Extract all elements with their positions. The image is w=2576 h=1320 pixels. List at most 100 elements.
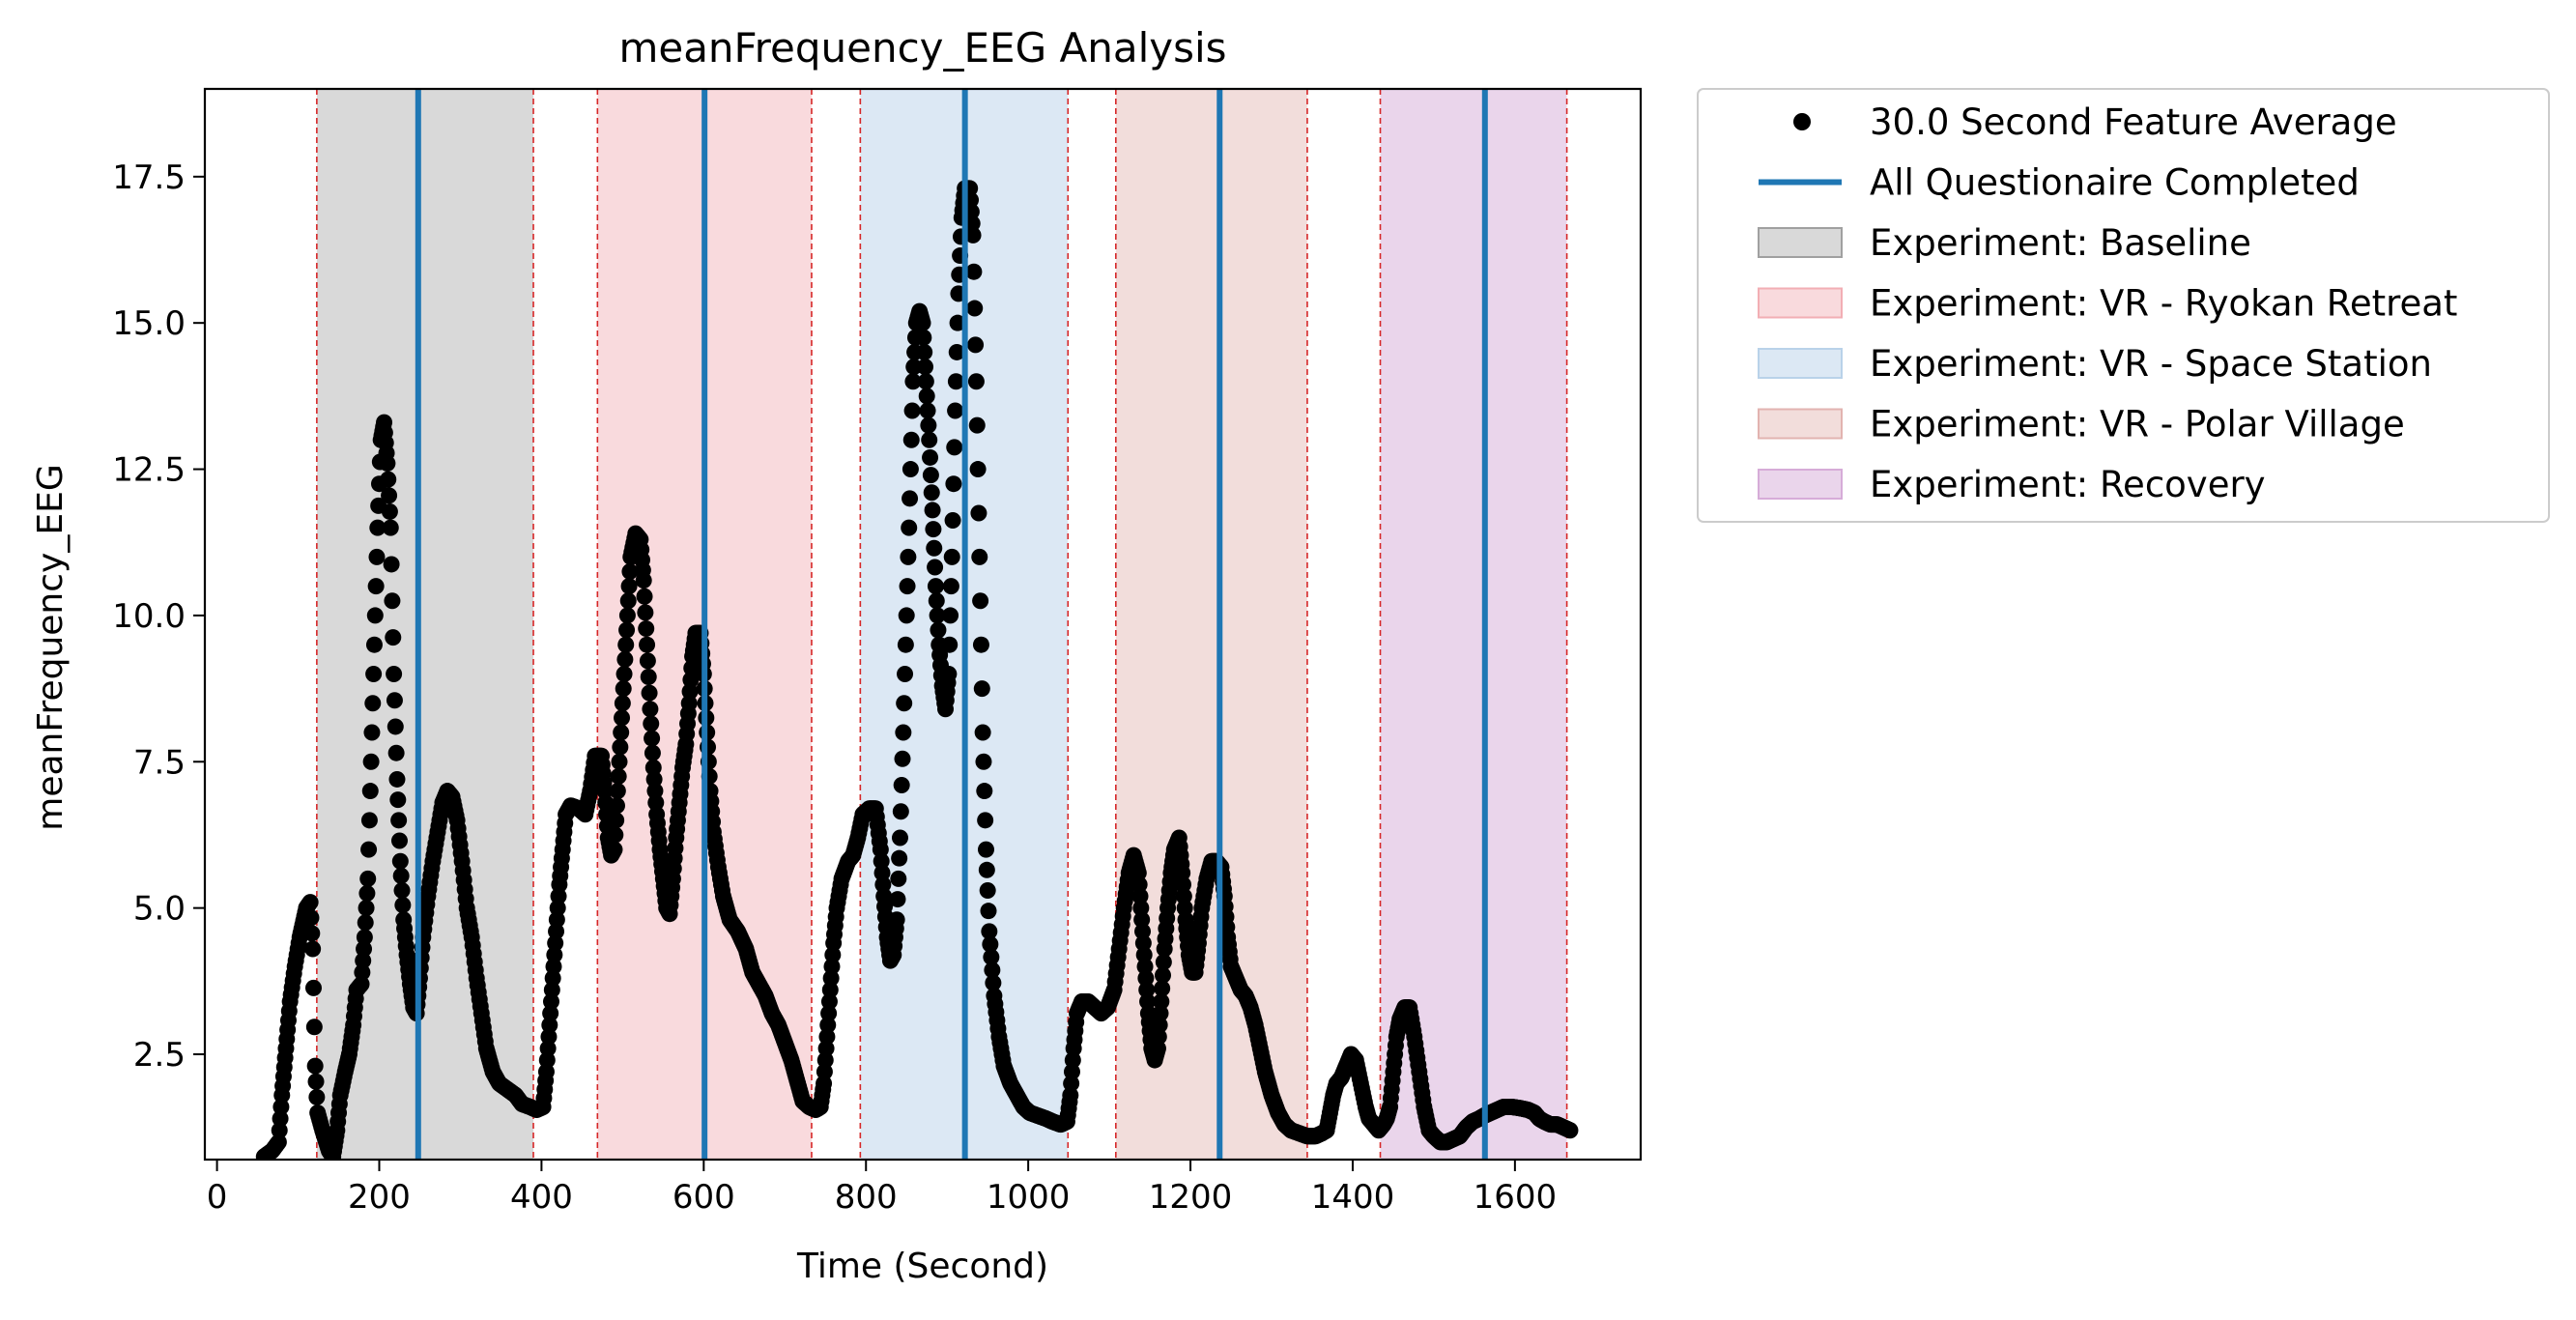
x-tick-label-1: 200 [348,1178,411,1217]
data-point-644 [823,958,841,975]
data-point-832 [984,961,1001,979]
data-point-153 [386,718,404,735]
data-point-812 [967,336,985,354]
data-point-397 [607,826,624,844]
data-point-756 [921,431,938,448]
data-point-819 [972,636,989,653]
y-tick-label-4: 12.5 [112,451,186,490]
data-point-645 [824,946,842,963]
data-point-124 [363,724,381,741]
y-tick-label-2: 7.5 [133,743,186,782]
legend-entry-7: Experiment: Recovery [1758,464,2266,505]
data-point-717 [889,891,906,908]
legend-swatch-7 [1758,469,1843,500]
data-point-815 [969,461,987,478]
x-tick-label-8: 1600 [1474,1178,1558,1217]
data-point-781 [941,636,959,653]
data-point-1001 [1139,993,1157,1011]
data-point-435 [639,652,656,670]
data-point-820 [973,680,990,698]
data-point-734 [902,431,920,448]
data-point-817 [971,548,988,565]
data-point-1015 [1150,1028,1167,1046]
data-point-143 [379,454,396,472]
data-point-402 [611,753,628,770]
data-point-486 [680,695,698,712]
data-point-751 [917,359,934,376]
data-point-735 [903,402,921,419]
data-point-636 [816,1051,834,1069]
data-point-1043 [1174,864,1191,881]
data-point-723 [894,750,911,767]
data-point-148 [383,556,400,573]
data-point-414 [620,578,638,595]
data-point-437 [641,684,658,702]
legend-label-2: All Questionaire Completed [1870,162,2360,204]
data-point-162 [394,897,412,914]
data-point-53 [302,909,320,927]
data-point-157 [390,812,408,829]
x-tick-label-2: 400 [510,1178,573,1217]
data-point-784 [943,548,960,565]
data-point-808 [963,215,981,232]
data-point-332 [549,900,566,917]
data-point-728 [898,607,915,624]
data-point-1019 [1154,980,1171,997]
data-point-640 [820,1005,838,1022]
data-point-398 [608,812,625,829]
data-point-696 [872,841,889,858]
data-point-637 [817,1040,835,1057]
data-point-726 [897,665,914,682]
x-tick-label-3: 600 [673,1178,735,1217]
data-point-112 [354,963,371,981]
data-point-639 [819,1017,837,1034]
data-point-789 [947,373,964,390]
data-point-833 [985,974,1002,991]
data-point-822 [975,753,992,770]
legend-swatch-6 [1758,408,1843,440]
data-point-754 [919,402,936,419]
data-point-55 [304,940,322,958]
data-point-762 [926,539,943,557]
data-point-785 [944,512,961,530]
data-point-780 [940,665,958,682]
data-point-716 [888,911,905,929]
data-point-120 [360,841,378,858]
x-axis-label: Time (Second) [796,1247,1048,1286]
legend-label-7: Experiment: Recovery [1870,464,2266,505]
data-point-752 [917,373,934,390]
x-tick-label-4: 800 [835,1178,898,1217]
data-point-116 [357,914,374,932]
data-point-320 [539,1040,557,1057]
y-tick-label-3: 10.0 [112,597,186,636]
data-point-788 [947,402,964,419]
data-point-129 [367,578,385,595]
data-point-161 [393,881,411,899]
data-point-757 [922,448,939,466]
data-point-634 [816,1075,833,1092]
vline-layer [415,89,1488,1160]
chart-title: meanFrequency_EEG Analysis [618,24,1226,72]
data-point-117 [358,900,375,917]
data-point-431 [636,588,653,605]
data-point-995 [1134,923,1152,940]
axes-layer: 0 200 400 600 800 1000 1200 1400 1600 2.5 5.0 7.5 10… [112,87,1643,1217]
legend-swatch-4 [1758,287,1843,319]
data-point-442 [644,759,662,776]
data-point-729 [899,578,916,595]
data-point-330 [548,923,565,940]
data-point-407 [615,680,632,698]
data-point-1017 [1152,1005,1169,1022]
data-point-122 [361,783,379,800]
data-point-992 [1131,888,1149,905]
data-point-1046 [1176,900,1193,917]
data-point-410 [617,636,635,653]
data-point-759 [923,484,940,502]
data-point-823 [976,783,993,800]
data-point-403 [612,738,629,756]
legend-box [1697,88,2550,523]
data-point-721 [892,803,909,820]
data-point-831 [983,949,1000,966]
data-point-318 [537,1063,555,1080]
